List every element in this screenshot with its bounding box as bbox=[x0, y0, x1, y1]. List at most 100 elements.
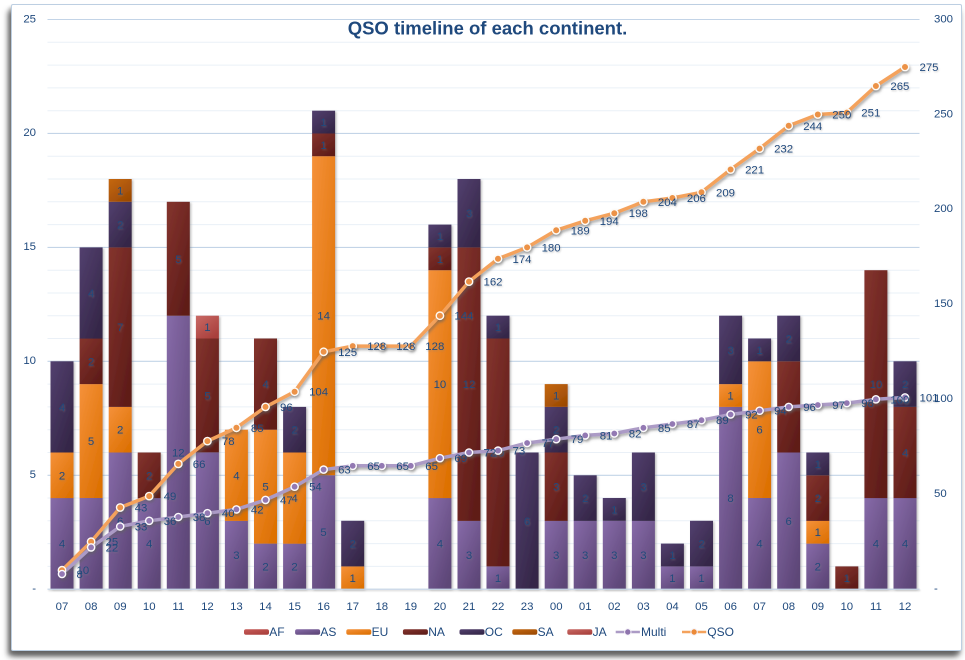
svg-text:206: 206 bbox=[686, 193, 705, 205]
svg-text:10: 10 bbox=[869, 379, 882, 391]
svg-text:92: 92 bbox=[745, 409, 758, 421]
svg-text:JA: JA bbox=[592, 624, 606, 638]
svg-text:49: 49 bbox=[163, 491, 176, 503]
svg-text:1: 1 bbox=[320, 139, 326, 151]
svg-text:05: 05 bbox=[695, 601, 708, 613]
svg-text:11: 11 bbox=[869, 601, 881, 613]
svg-text:07: 07 bbox=[55, 601, 68, 613]
svg-text:17: 17 bbox=[346, 601, 359, 613]
svg-text:54: 54 bbox=[309, 481, 322, 493]
svg-text:180: 180 bbox=[541, 242, 560, 254]
svg-text:128: 128 bbox=[396, 341, 415, 353]
svg-text:128: 128 bbox=[425, 341, 444, 353]
svg-text:1: 1 bbox=[814, 458, 820, 470]
svg-text:43: 43 bbox=[134, 502, 147, 514]
svg-text:10: 10 bbox=[23, 355, 36, 367]
svg-text:265: 265 bbox=[890, 81, 909, 93]
svg-text:1: 1 bbox=[814, 527, 820, 539]
svg-text:1: 1 bbox=[320, 117, 326, 129]
svg-text:2: 2 bbox=[87, 356, 93, 368]
svg-text:06: 06 bbox=[724, 601, 737, 613]
svg-text:3: 3 bbox=[611, 550, 617, 562]
svg-text:04: 04 bbox=[666, 601, 679, 613]
svg-text:08: 08 bbox=[782, 601, 795, 613]
svg-text:09: 09 bbox=[811, 601, 824, 613]
svg-text:15: 15 bbox=[288, 601, 301, 613]
svg-text:1: 1 bbox=[669, 550, 675, 562]
svg-text:40: 40 bbox=[221, 508, 234, 520]
svg-text:14: 14 bbox=[317, 310, 330, 322]
svg-text:4: 4 bbox=[901, 538, 907, 550]
svg-text:23: 23 bbox=[520, 601, 533, 613]
svg-text:1: 1 bbox=[436, 253, 442, 265]
svg-text:6: 6 bbox=[523, 515, 529, 527]
svg-text:NA: NA bbox=[428, 624, 445, 638]
svg-text:5: 5 bbox=[87, 436, 93, 448]
svg-text:19: 19 bbox=[404, 601, 417, 613]
svg-text:2: 2 bbox=[814, 493, 820, 505]
svg-text:77: 77 bbox=[541, 438, 554, 450]
svg-text:12: 12 bbox=[898, 601, 911, 613]
svg-text:38: 38 bbox=[192, 512, 205, 524]
svg-text:42: 42 bbox=[250, 504, 263, 516]
svg-text:221: 221 bbox=[745, 164, 764, 176]
svg-text:-: - bbox=[32, 583, 36, 595]
svg-text:2: 2 bbox=[901, 379, 907, 391]
svg-text:OC: OC bbox=[484, 624, 502, 638]
svg-text:2: 2 bbox=[117, 219, 123, 231]
svg-text:1: 1 bbox=[727, 390, 733, 402]
svg-text:1: 1 bbox=[756, 344, 762, 356]
svg-text:5: 5 bbox=[204, 390, 210, 402]
svg-text:244: 244 bbox=[803, 120, 822, 132]
svg-text:97: 97 bbox=[832, 400, 845, 412]
svg-text:85: 85 bbox=[250, 422, 263, 434]
svg-text:2: 2 bbox=[349, 538, 355, 550]
svg-text:2: 2 bbox=[291, 561, 297, 573]
svg-text:2: 2 bbox=[698, 538, 704, 550]
svg-text:209: 209 bbox=[716, 187, 735, 199]
svg-text:QSO timeline of each continent: QSO timeline of each continent. bbox=[347, 17, 627, 38]
svg-text:2: 2 bbox=[58, 470, 64, 482]
svg-text:73: 73 bbox=[512, 445, 525, 457]
svg-text:65: 65 bbox=[425, 460, 438, 472]
svg-text:194: 194 bbox=[599, 215, 618, 227]
svg-text:1: 1 bbox=[494, 322, 500, 334]
svg-text:65: 65 bbox=[396, 460, 409, 472]
svg-text:20: 20 bbox=[23, 127, 36, 139]
svg-text:1: 1 bbox=[698, 572, 704, 584]
svg-text:10: 10 bbox=[76, 565, 89, 577]
svg-text:1: 1 bbox=[117, 185, 123, 197]
svg-text:00: 00 bbox=[549, 601, 562, 613]
svg-text:25: 25 bbox=[23, 13, 36, 25]
svg-text:4: 4 bbox=[901, 447, 907, 459]
svg-text:5: 5 bbox=[320, 527, 326, 539]
svg-text:21: 21 bbox=[462, 601, 475, 613]
svg-text:12: 12 bbox=[171, 447, 184, 459]
svg-text:2: 2 bbox=[814, 561, 820, 573]
svg-text:AF: AF bbox=[269, 624, 284, 638]
svg-text:3: 3 bbox=[640, 550, 646, 562]
svg-text:1: 1 bbox=[494, 572, 500, 584]
svg-text:150: 150 bbox=[934, 298, 953, 310]
svg-text:85: 85 bbox=[657, 422, 670, 434]
svg-text:63: 63 bbox=[338, 464, 351, 476]
svg-text:6: 6 bbox=[785, 515, 791, 527]
svg-text:3: 3 bbox=[727, 344, 733, 356]
svg-text:33: 33 bbox=[134, 521, 147, 533]
svg-text:08: 08 bbox=[84, 601, 97, 613]
svg-text:15: 15 bbox=[23, 241, 36, 253]
svg-text:4: 4 bbox=[58, 538, 64, 550]
svg-text:11: 11 bbox=[172, 601, 184, 613]
svg-text:162: 162 bbox=[483, 276, 502, 288]
svg-text:2: 2 bbox=[117, 424, 123, 436]
svg-text:SA: SA bbox=[537, 624, 553, 638]
svg-text:1: 1 bbox=[436, 231, 442, 243]
svg-text:5: 5 bbox=[175, 253, 181, 265]
svg-text:101: 101 bbox=[919, 392, 938, 404]
svg-text:EU: EU bbox=[371, 624, 388, 638]
svg-text:12: 12 bbox=[201, 601, 214, 613]
svg-text:87: 87 bbox=[686, 419, 699, 431]
svg-text:189: 189 bbox=[570, 225, 589, 237]
svg-text:8: 8 bbox=[727, 493, 733, 505]
svg-text:1: 1 bbox=[204, 322, 210, 334]
